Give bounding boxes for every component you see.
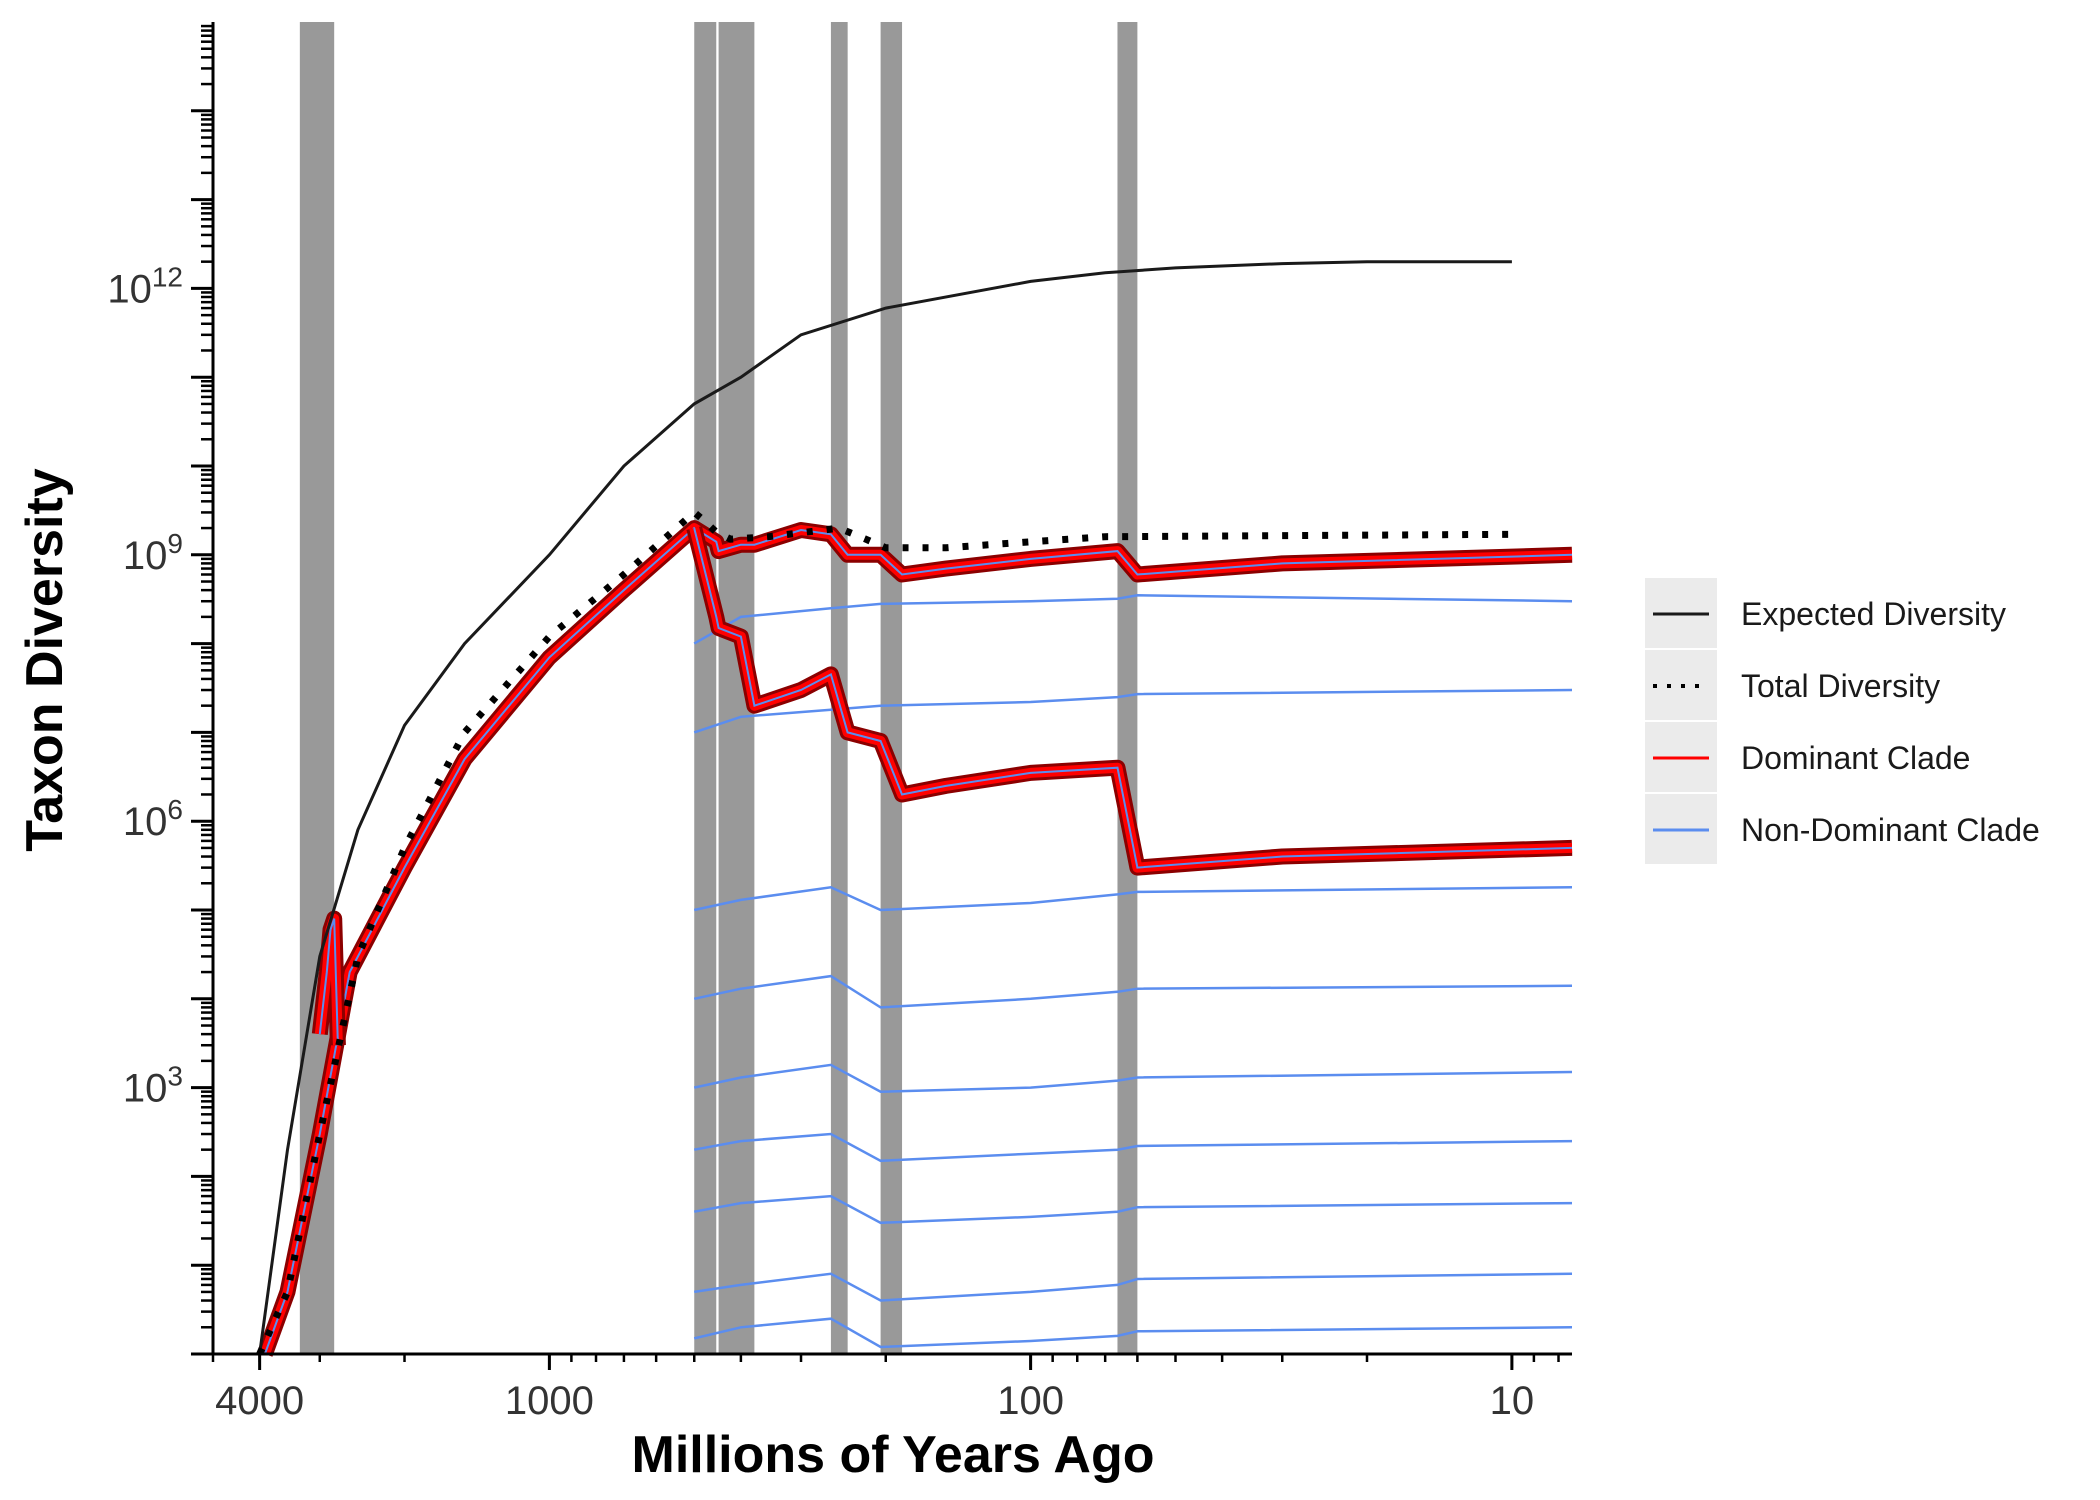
axes [211, 22, 1572, 1356]
mass-extinction-bands [299, 22, 1138, 1354]
extinction-band-5 [880, 22, 903, 1354]
non-dominant-clade-lines [693, 594, 1573, 1349]
dominant-clade-line-2 [260, 523, 1573, 1356]
y-tick-label: 109 [123, 528, 183, 578]
non-dominant-clade-line-6 [693, 688, 1573, 734]
legend-label: Dominant Clade [1741, 740, 1970, 776]
legend-label: Non-Dominant Clade [1741, 812, 2040, 848]
x-tick-label: 10 [1490, 1379, 1535, 1423]
expected-diversity-line [258, 260, 1512, 1355]
x-tick-label: 1000 [505, 1379, 594, 1423]
x-axis-title: Millions of Years Ago [632, 1426, 1155, 1484]
non-dominant-clade-line-10 [693, 1132, 1573, 1163]
legend: Expected Diversity Total Diversity Dominan… [1645, 578, 2040, 864]
dominant-clade-core-3 [693, 527, 1573, 869]
extinction-band-2 [694, 22, 717, 1354]
y-axis-ticks: 103 106 109 1012 [107, 24, 213, 1356]
non-dominant-clade-line-12 [694, 1272, 1573, 1302]
non-dominant-clade-line-9 [693, 1063, 1573, 1093]
dominant-clade-lines [257, 520, 1573, 1357]
dominant-clade-core-4 [318, 918, 339, 1046]
legend-label: Expected Diversity [1741, 596, 2006, 632]
non-dominant-clade-line-8 [693, 974, 1573, 1009]
dominant-clade-core-2 [263, 526, 1573, 1355]
non-dominant-clade-line-7 [693, 886, 1573, 912]
expected-diversity-series [258, 260, 1512, 1355]
legend-label: Total Diversity [1741, 668, 1940, 704]
x-tick-label: 100 [997, 1379, 1064, 1423]
non-dominant-clade-line-11 [693, 1194, 1573, 1225]
non-dominant-clade-line-13 [693, 1317, 1573, 1349]
y-tick-label: 106 [123, 794, 183, 844]
y-tick-label: 1012 [107, 261, 183, 311]
x-tick-label: 4000 [215, 1379, 304, 1423]
y-tick-label: 103 [123, 1061, 183, 1111]
x-axis-ticks: 4000 1000 100 10 [211, 1354, 1560, 1423]
non-dominant-clade-line-5 [693, 594, 1573, 645]
dominant-clade-outline-2 [257, 520, 1573, 1357]
y-axis-title: Taxon Diversity [16, 468, 74, 851]
extinction-band-6 [1117, 22, 1138, 1354]
